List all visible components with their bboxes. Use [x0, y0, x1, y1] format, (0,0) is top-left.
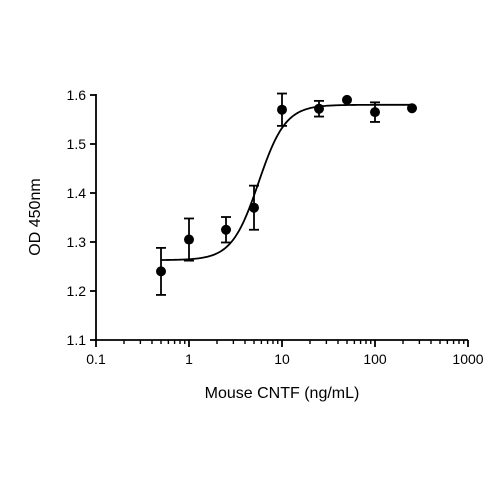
data-points	[156, 92, 418, 296]
fit-curve	[160, 103, 413, 261]
y-tick-label: 1.5	[67, 136, 87, 152]
data-point	[314, 99, 325, 118]
x-tick-label: 0.1	[86, 351, 106, 367]
data-marker	[277, 104, 287, 115]
data-point	[184, 217, 194, 262]
data-point	[156, 246, 167, 296]
data-marker	[407, 103, 418, 114]
y-tick-label: 1.3	[67, 234, 87, 250]
x-tick-label: 1000	[452, 351, 483, 367]
x-tick-label: 1	[185, 351, 193, 367]
x-ticks: 0.1 1 10 100 1000	[86, 340, 484, 367]
y-tick-label: 1.2	[67, 283, 87, 299]
data-marker	[221, 224, 232, 235]
axes: 1.1 1.2 1.3 1.4 1.5 1.6 0.1 1 10 100 1000	[67, 87, 484, 367]
data-point	[370, 101, 380, 123]
x-axis-label: Mouse CNTF (ng/mL)	[205, 385, 360, 402]
data-point	[249, 184, 260, 231]
data-point	[277, 92, 287, 127]
data-marker	[156, 266, 167, 277]
data-marker	[184, 234, 194, 245]
y-tick-label: 1.6	[67, 87, 87, 103]
x-tick-label: 100	[363, 351, 387, 367]
y-ticks: 1.1 1.2 1.3 1.4 1.5 1.6	[67, 87, 96, 348]
data-marker	[342, 94, 353, 105]
y-axis-label: OD 450nm	[27, 178, 44, 255]
data-point	[342, 94, 353, 105]
y-tick-label: 1.4	[67, 185, 87, 201]
data-marker	[370, 107, 380, 118]
data-point	[221, 216, 232, 244]
x-tick-label: 10	[274, 351, 290, 367]
data-marker	[314, 103, 325, 114]
y-tick-label: 1.1	[67, 332, 87, 348]
data-point	[407, 103, 418, 114]
data-marker	[249, 202, 260, 213]
